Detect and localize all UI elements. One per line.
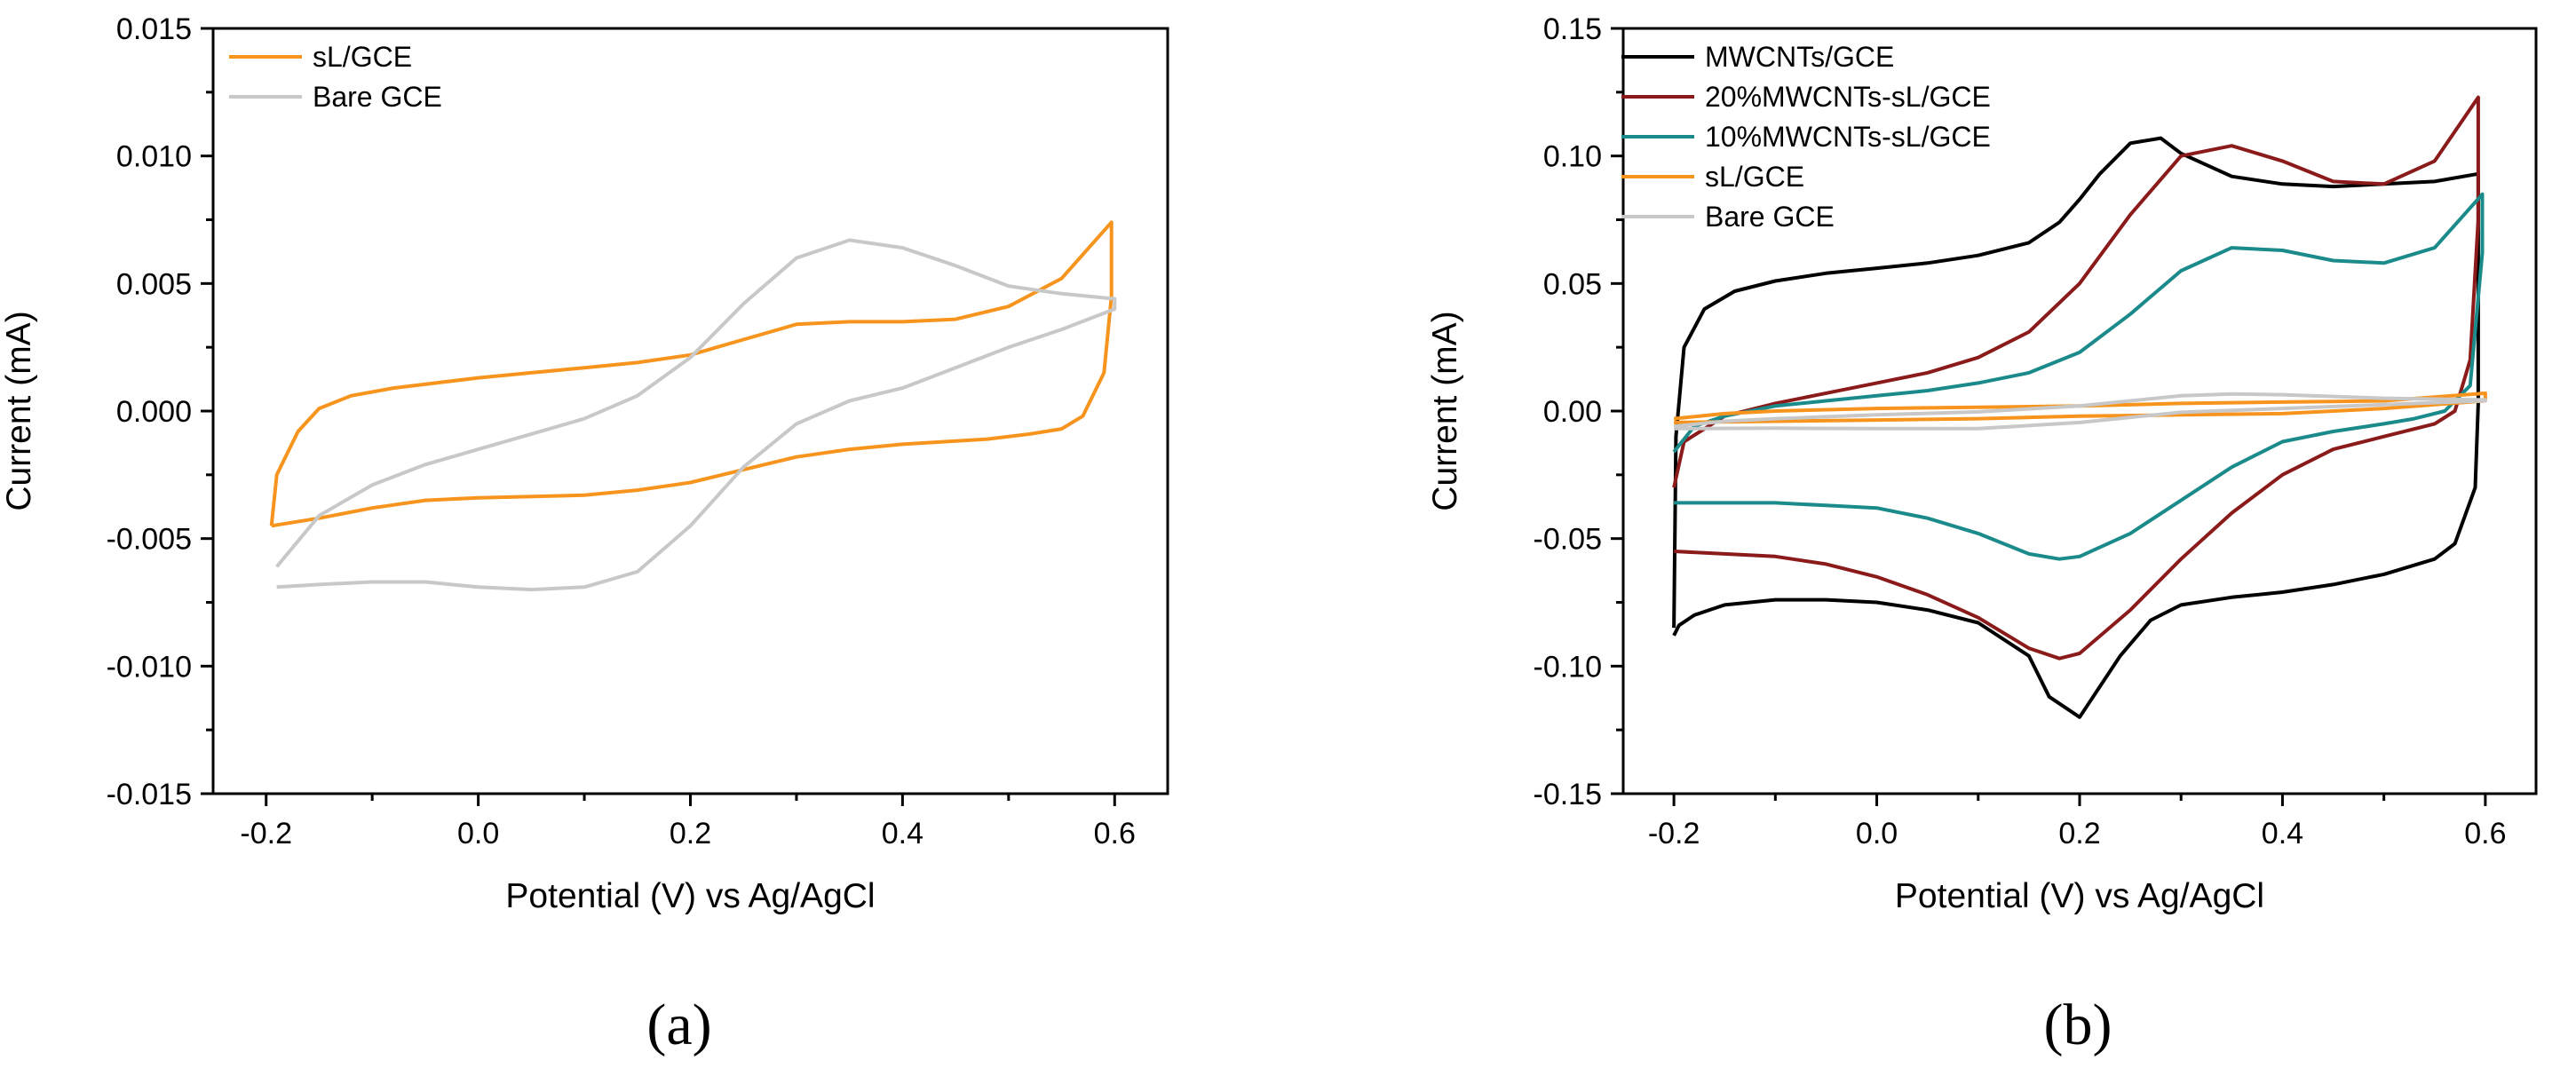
x-tick-label-a-1: 0.0 — [457, 817, 499, 850]
y-tick-label-a-4: 0.005 — [116, 267, 192, 301]
series-line-b-3 — [1673, 391, 2487, 424]
y-tick-label-b-1: -0.10 — [1534, 650, 1603, 684]
legend-b: MWCNTs/GCE 20%MWCNTs-sL/GCE 10%MWCNTs-sL/G… — [1621, 41, 1991, 233]
plot-area-a — [269, 220, 1117, 592]
x-tick-label-a-0: -0.2 — [240, 817, 292, 850]
y-tick-label-b-2: -0.05 — [1534, 523, 1603, 557]
legend-label-a-0: sL/GCE — [313, 41, 412, 73]
y-tick-label-b-3: 0.00 — [1543, 395, 1602, 429]
legend-a: sL/GCE Bare GCE — [229, 41, 442, 113]
y-tick-label-a-5: 0.010 — [116, 140, 192, 174]
x-axis-title-a: Potential (V) vs Ag/AgCl — [505, 877, 875, 915]
legend-label-b-2: 10%MWCNTs-sL/GCE — [1705, 121, 1991, 153]
x-tick-label-b-1: 0.0 — [1856, 817, 1898, 850]
panel-a-label: (a) — [646, 993, 711, 1057]
x-axis-title-b: Potential (V) vs Ag/AgCl — [1895, 877, 2264, 915]
y-tick-label-a-3: 0.000 — [116, 395, 192, 429]
y-tick-label-b-5: 0.10 — [1543, 140, 1602, 174]
y-tick-label-a-6: 0.015 — [116, 12, 192, 46]
y-tick-label-b-4: 0.05 — [1543, 267, 1602, 301]
y-tick-label-b-6: 0.15 — [1543, 12, 1602, 46]
x-tick-label-a-4: 0.6 — [1094, 817, 1136, 850]
series-line-b-4 — [1673, 392, 2487, 431]
panel-b-label: (b) — [2044, 993, 2112, 1057]
y-axis-title-b: Current (mA) — [1426, 311, 1464, 510]
x-tick-label-a-3: 0.4 — [882, 817, 923, 850]
x-tick-label-b-3: 0.4 — [2262, 817, 2303, 850]
panel-b-chart: -0.2 0.0 0.2 0.4 0.6 -0.15 -0.10 -0.05 0.00 0.05 0… — [1426, 12, 2538, 915]
legend-label-a-1: Bare GCE — [313, 81, 442, 113]
y-tick-label-b-0: -0.15 — [1534, 778, 1603, 811]
series-line-b-1 — [1672, 95, 2480, 661]
x-tick-label-b-4: 0.6 — [2464, 817, 2506, 850]
series-line-a-0 — [269, 220, 1114, 528]
y-tick-label-a-1: -0.010 — [107, 650, 192, 684]
x-tick-label-b-0: -0.2 — [1648, 817, 1700, 850]
y-tick-label-a-0: -0.015 — [107, 778, 192, 811]
y-tick-label-a-2: -0.005 — [107, 523, 192, 557]
plot-area-b — [1672, 95, 2487, 719]
y-axis-title-a: Current (mA) — [0, 311, 38, 510]
x-tick-label-a-2: 0.2 — [670, 817, 711, 850]
series-line-b-2 — [1672, 192, 2485, 561]
x-tick-label-b-2: 0.2 — [2058, 817, 2100, 850]
legend-label-b-1: 20%MWCNTs-sL/GCE — [1705, 81, 1991, 113]
legend-label-b-3: sL/GCE — [1705, 161, 1804, 193]
panel-a-chart: -0.2 0.0 0.2 0.4 0.6 -0.015 -0.010 -0.005 0.000 0… — [0, 12, 1169, 915]
legend-label-b-4: Bare GCE — [1705, 201, 1835, 233]
series-line-a-1 — [275, 238, 1117, 592]
legend-label-b-0: MWCNTs/GCE — [1705, 41, 1894, 73]
